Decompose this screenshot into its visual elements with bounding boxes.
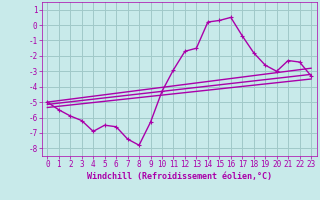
X-axis label: Windchill (Refroidissement éolien,°C): Windchill (Refroidissement éolien,°C) [87,172,272,181]
